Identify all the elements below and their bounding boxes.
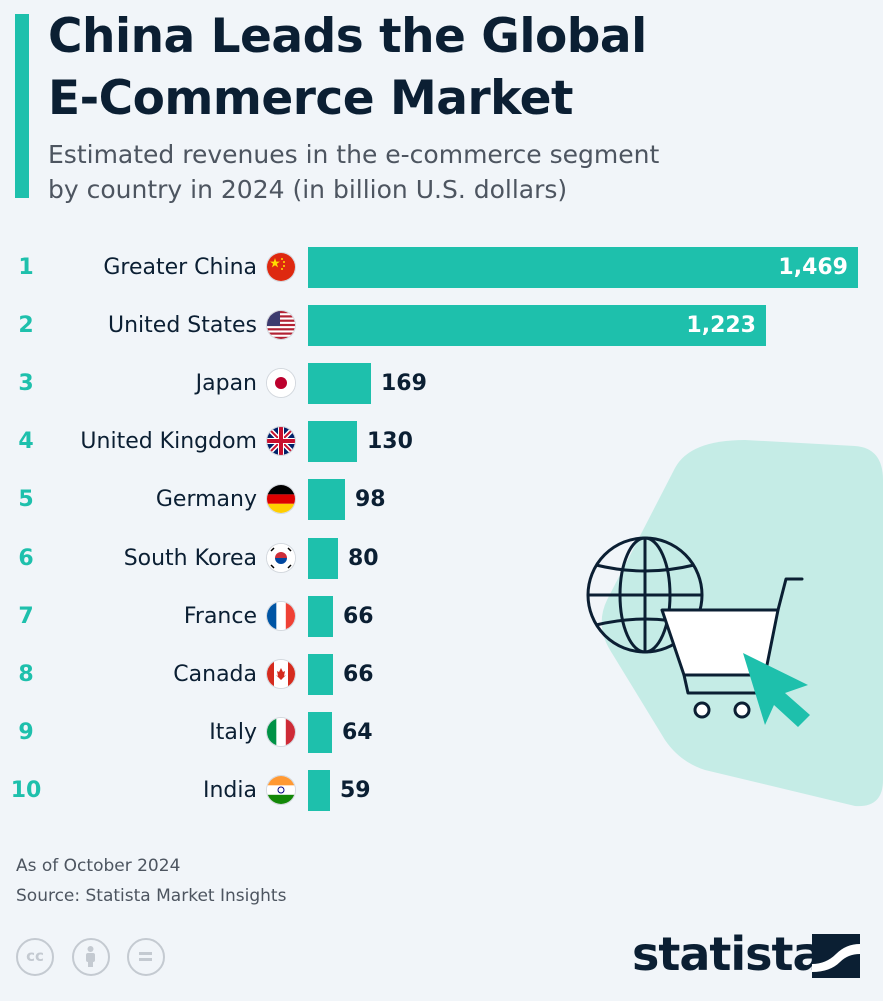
category-label: Italy [209, 719, 257, 745]
bar [308, 421, 357, 463]
cursor-arrow-icon [743, 653, 810, 727]
chart-title: China Leads the Global E-Commerce Market [48, 6, 848, 130]
bar [308, 363, 371, 405]
south-korea-flag-icon [266, 542, 296, 573]
canada-flag-icon [266, 658, 296, 689]
cc-icon: cc [16, 938, 54, 976]
globe-icon [586, 536, 704, 654]
title-line-1: China Leads the Global [48, 9, 647, 64]
subtitle-line-1: Estimated revenues in the e-commerce seg… [48, 140, 660, 169]
france-flag-icon [266, 600, 296, 631]
china-flag-icon [266, 252, 296, 282]
rank-label: 4 [18, 429, 34, 455]
value-label: 130 [367, 429, 413, 455]
value-label: 1,223 [686, 313, 756, 339]
category-label: United States [108, 313, 257, 339]
category-label: Canada [173, 661, 257, 687]
bar [308, 769, 330, 811]
japan-flag-icon [266, 368, 296, 399]
category-label: Germany [155, 487, 257, 513]
usa-flag-icon [266, 310, 296, 341]
rank-label: 7 [18, 603, 34, 629]
value-label: 80 [348, 545, 379, 571]
value-label: 1,469 [778, 255, 848, 280]
rank-label: 8 [18, 661, 34, 687]
bar [308, 595, 333, 637]
rank-label: 5 [18, 487, 34, 513]
rank-label: 10 [10, 777, 42, 803]
rank-label: 6 [18, 545, 34, 571]
category-label: Greater China [103, 255, 257, 280]
bar [308, 479, 345, 521]
bar [308, 537, 338, 579]
category-label: Japan [195, 371, 257, 397]
statista-logo-mark-icon [812, 934, 860, 978]
chart-subtitle: Estimated revenues in the e-commerce seg… [48, 137, 848, 207]
italy-flag-icon [266, 716, 296, 747]
bar [308, 711, 332, 753]
source-note: Source: Statista Market Insights [16, 886, 287, 906]
subtitle-line-2: by country in 2024 (in billion U.S. doll… [48, 175, 568, 204]
category-label: France [183, 603, 257, 629]
title-line-2: E-Commerce Market [48, 71, 574, 126]
bar [308, 305, 766, 347]
rank-label: 2 [18, 313, 34, 339]
attribution-icon [72, 938, 110, 976]
value-label: 64 [342, 719, 373, 745]
as-of-note: As of October 2024 [16, 856, 181, 876]
rank-label: 1 [18, 255, 34, 280]
category-label: India [203, 777, 257, 803]
rank-label: 3 [18, 371, 34, 397]
title-accent-bar [15, 14, 29, 198]
no-derivatives-icon [127, 938, 165, 976]
india-flag-icon [266, 774, 296, 805]
germany-flag-icon [266, 484, 296, 515]
value-label: 66 [343, 603, 374, 629]
value-label: 66 [343, 661, 374, 687]
value-label: 59 [340, 777, 371, 803]
rank-label: 9 [18, 719, 34, 745]
statista-logo-text: statista [632, 927, 824, 981]
bar [308, 653, 333, 695]
uk-flag-icon [266, 426, 296, 457]
ecommerce-illustration [586, 536, 810, 727]
value-label: 169 [381, 371, 427, 397]
bar [308, 247, 858, 288]
value-label: 98 [355, 487, 386, 513]
category-label: South Korea [123, 545, 257, 571]
category-label: United Kingdom [80, 429, 257, 455]
